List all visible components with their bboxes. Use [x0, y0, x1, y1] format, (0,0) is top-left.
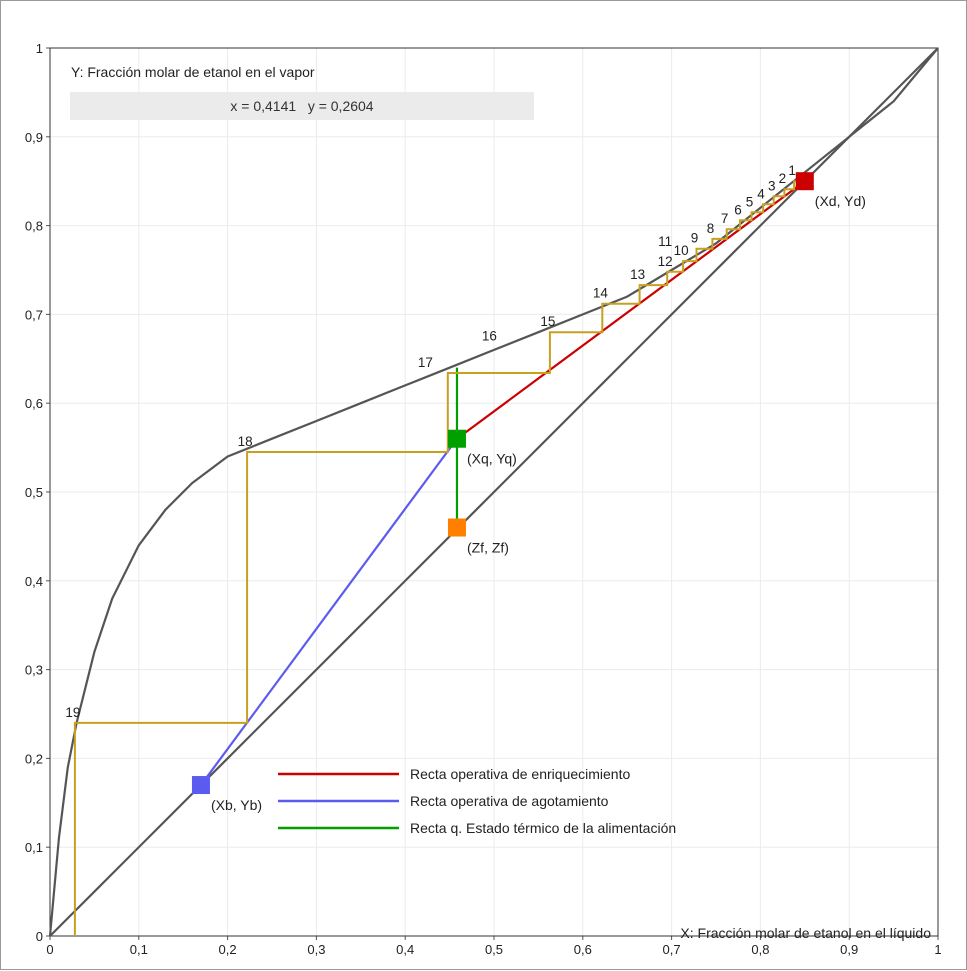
y-tick-label: 0	[36, 929, 43, 944]
y-tick-label: 0,9	[25, 130, 43, 145]
stage-label: 6	[734, 202, 742, 217]
legend: Recta operativa de enriquecimiento Recta…	[278, 766, 676, 836]
x-tick-label: 0,8	[751, 942, 769, 957]
agotamiento-line	[200, 438, 458, 786]
readout-box	[70, 92, 534, 120]
stage-label: 19	[65, 705, 80, 720]
stage-label: 5	[746, 194, 754, 209]
point-markers: (Xd, Yd) (Xq, Yq) (Zf, Zf) (Xb, Yb)	[191, 172, 866, 813]
xq-yq-marker	[447, 429, 466, 448]
xd-yd-marker-label: (Xd, Yd)	[815, 193, 866, 209]
xd-yd-marker	[795, 172, 814, 191]
x-tick-label: 0,3	[307, 942, 325, 957]
x-tick-label: 0,2	[219, 942, 237, 957]
stage-label: 8	[707, 221, 715, 236]
stage-label: 13	[630, 267, 645, 282]
legend-label-recta-q: Recta q. Estado térmico de la alimentaci…	[410, 820, 676, 836]
equilibrium-curve	[48, 47, 939, 937]
y-tick-label: 0,7	[25, 307, 43, 322]
x-tick-label: 1	[934, 942, 941, 957]
x-tick-label: 0	[46, 942, 53, 957]
y-tick-label: 0,8	[25, 219, 43, 234]
x-tick-label: 0,4	[396, 942, 414, 957]
stage-label: 14	[593, 286, 609, 301]
stage-label: 16	[482, 328, 497, 343]
stage-label: 18	[238, 434, 253, 449]
xq-yq-marker-label: (Xq, Yq)	[467, 451, 517, 467]
y-tick-label: 1	[36, 41, 43, 56]
x-tick-label: 0,1	[130, 942, 148, 957]
legend-label-agotamiento: Recta operativa de agotamiento	[410, 793, 609, 809]
tick-labels: 0 0,1 0,2 0,3 0,4 0,5 0,6 0,7 0,8 0,9 100,10,20,30…	[25, 41, 942, 957]
stage-label: 2	[779, 171, 787, 186]
stage-label: 1	[788, 163, 796, 178]
stage-label: 3	[768, 178, 776, 193]
x-tick-label: 0,7	[663, 942, 681, 957]
stage-label: 4	[757, 186, 765, 201]
axes	[46, 47, 939, 940]
xb-yb-marker-label: (Xb, Yb)	[211, 797, 262, 813]
x-tick-label: 0,5	[485, 942, 503, 957]
stage-label: 9	[691, 231, 699, 246]
stage-label: 7	[721, 211, 729, 226]
zf-marker-label: (Zf, Zf)	[467, 540, 509, 556]
enriquecimiento-line	[456, 180, 806, 440]
zf-marker	[447, 518, 466, 537]
y-tick-label: 0,1	[25, 840, 43, 855]
x-axis-label: X: Fracción molar de etanol en el líquid…	[680, 925, 931, 941]
stage-label: 12	[658, 254, 673, 269]
y-tick-label: 0,5	[25, 485, 43, 500]
xb-yb-marker	[191, 776, 210, 795]
y-axis-label: Y: Fracción molar de etanol en el vapor	[71, 64, 315, 80]
y-tick-label: 0,3	[25, 663, 43, 678]
stage-staircase	[73, 180, 805, 936]
x-tick-label: 0,6	[574, 942, 592, 957]
x-tick-label: 0,9	[840, 942, 858, 957]
stage-label: 11	[658, 234, 672, 249]
plot-border	[49, 47, 939, 937]
cursor-readout: x = 0,4141 y = 0,2604	[230, 98, 373, 114]
stage-steps	[73, 180, 805, 936]
y-tick-label: 0,4	[25, 574, 43, 589]
stage-label: 17	[418, 355, 433, 370]
y-tick-label: 0,6	[25, 396, 43, 411]
legend-label-enriquecimiento: Recta operativa de enriquecimiento	[410, 766, 630, 782]
y-tick-label: 0,2	[25, 751, 43, 766]
stage-label: 10	[674, 243, 689, 258]
stage-label: 15	[540, 314, 555, 329]
